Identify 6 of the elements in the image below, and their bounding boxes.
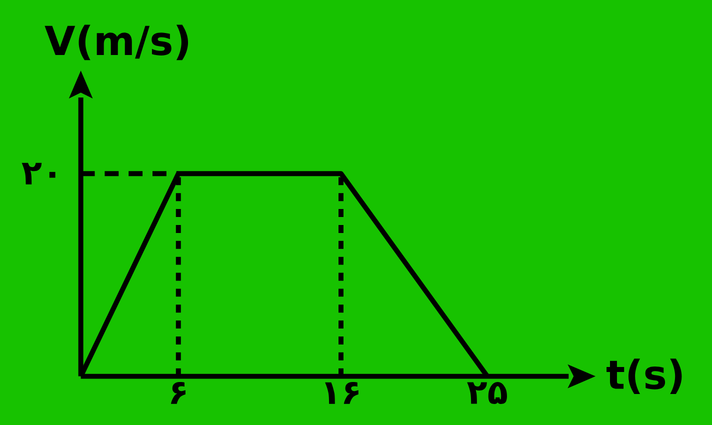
text: ۲۰ [22,162,56,184]
x-axis-title: t(s) [606,358,682,394]
x-tick-label: ۲۵ [467,382,507,404]
x-tick-label: ۶ [170,382,186,404]
y-axis-title: V(m/s) [44,24,188,60]
x-tick-label: ۱۶ [325,382,358,404]
